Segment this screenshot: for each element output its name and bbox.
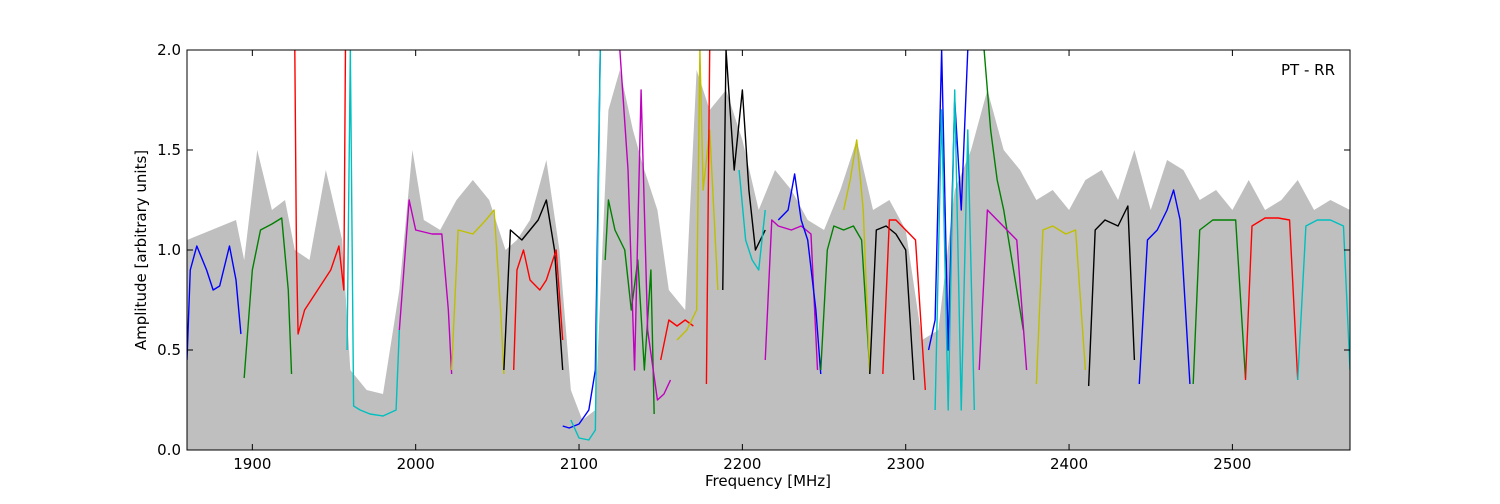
series-line-28 <box>1035 225 1087 385</box>
series-line-16 <box>722 50 766 291</box>
series-line-8 <box>512 249 564 371</box>
series-line-5 <box>398 199 453 375</box>
y-tick-label: 1.0 <box>157 241 181 259</box>
x-tick-label: 1900 <box>233 455 271 473</box>
series-line-19 <box>777 173 822 375</box>
series-line-12 <box>619 50 672 401</box>
series-layer <box>187 50 1350 441</box>
x-tick-label: 2100 <box>560 455 598 473</box>
x-tick-label: 2500 <box>1213 455 1251 473</box>
series-line-21 <box>842 139 871 375</box>
series-line-13 <box>660 319 694 361</box>
series-line-27 <box>978 209 1028 371</box>
x-axis-label: Frequency [MHz] <box>705 472 831 490</box>
series-line-4 <box>346 50 401 417</box>
series-line-6 <box>450 209 505 375</box>
annotation-label: PT - RR <box>1281 61 1335 79</box>
series-line-26 <box>983 50 1025 331</box>
series-line-30 <box>1138 189 1191 385</box>
y-tick-label: 0.5 <box>157 341 181 359</box>
series-line-24 <box>927 50 969 351</box>
envelope-area <box>187 70 1350 450</box>
series-line-7 <box>503 199 564 371</box>
series-line-15 <box>705 50 711 385</box>
y-axis-label: Amplitude [arbitrary units] <box>132 150 150 350</box>
series-line-18 <box>764 219 819 371</box>
series-line-10 <box>570 50 601 441</box>
series-line-3 <box>294 50 347 335</box>
series-line-31 <box>1192 219 1247 385</box>
x-tick-label: 2200 <box>723 455 761 473</box>
y-axis-ticks: 0.0 0.5 1.0 1.5 2.0 <box>157 41 1350 459</box>
envelope-layer <box>187 70 1350 450</box>
x-tick-label: 2400 <box>1050 455 1088 473</box>
series-line-22 <box>869 225 915 381</box>
x-tick-label: 2300 <box>887 455 925 473</box>
series-line-23 <box>882 219 927 391</box>
series-line-32 <box>1244 217 1299 381</box>
y-tick-label: 2.0 <box>157 41 181 59</box>
x-tick-label: 2000 <box>397 455 435 473</box>
series-line-1 <box>187 245 242 361</box>
y-tick-label: 1.5 <box>157 141 181 159</box>
series-line-25 <box>934 89 976 411</box>
series-line-11 <box>604 199 655 415</box>
series-line-2 <box>243 217 293 379</box>
x-axis-ticks: 1900 2000 2100 2200 2300 2400 2500 <box>233 50 1251 473</box>
y-tick-label: 0.0 <box>157 441 181 459</box>
series-line-17 <box>738 169 766 271</box>
series-line-20 <box>820 225 871 371</box>
series-line-14 <box>676 50 719 341</box>
series-line-29 <box>1087 205 1136 387</box>
